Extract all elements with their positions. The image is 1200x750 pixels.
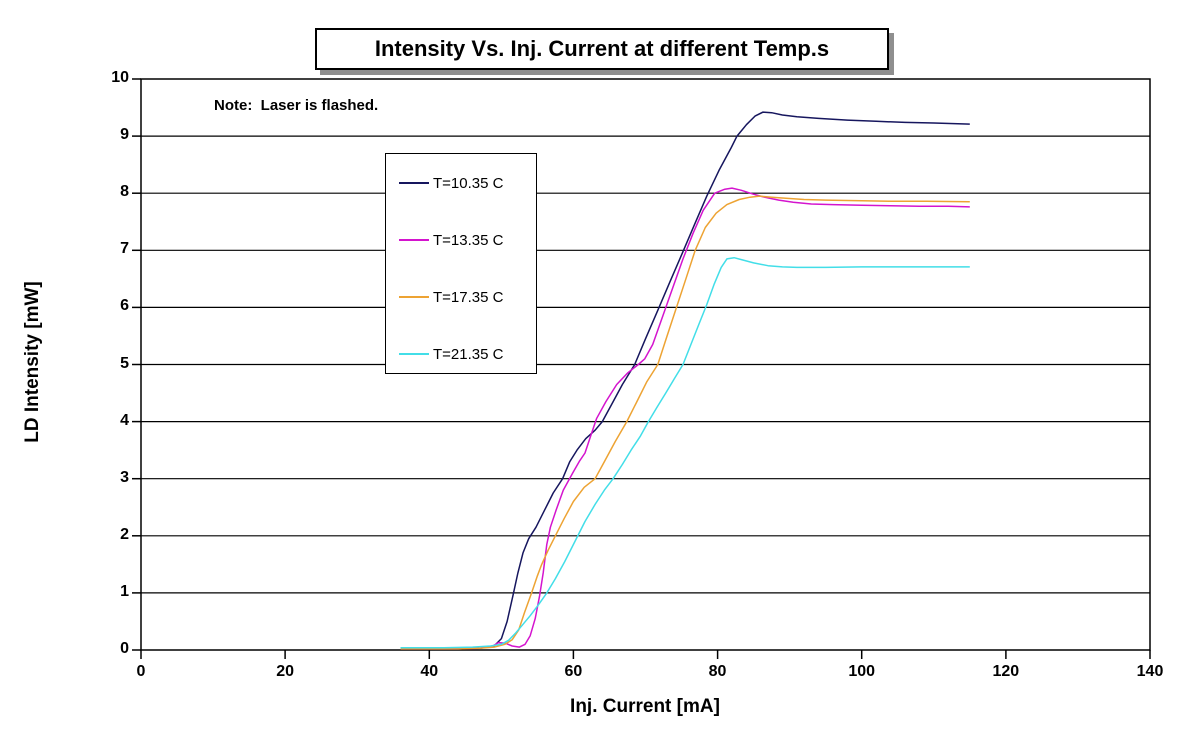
legend-entry: T=10.35 C bbox=[386, 173, 536, 193]
legend-label: T=17.35 C bbox=[433, 288, 504, 306]
plot-area bbox=[132, 78, 1151, 659]
x-tick-label: 120 bbox=[992, 663, 1020, 680]
x-tick-label: 80 bbox=[708, 663, 727, 680]
series-line-t-10-35-c bbox=[400, 111, 970, 650]
legend: T=10.35 C T=13.35 C T=17.35 C T=21.35 C bbox=[385, 153, 537, 374]
y-tick-label: 2 bbox=[120, 525, 129, 543]
legend-label: T=13.35 C bbox=[433, 231, 504, 249]
chart-title: Intensity Vs. Inj. Current at different … bbox=[374, 36, 830, 61]
legend-line-sample bbox=[399, 353, 429, 355]
y-tick-label: 10 bbox=[111, 69, 129, 86]
y-tick-label: 4 bbox=[120, 411, 129, 429]
x-tick-label: 100 bbox=[848, 663, 876, 680]
y-tick-label: 9 bbox=[120, 126, 129, 144]
y-tick-label: 5 bbox=[120, 354, 129, 372]
series-line-t-17-35-c bbox=[400, 195, 970, 650]
x-tick-label: 20 bbox=[276, 663, 295, 680]
legend-entry: T=17.35 C bbox=[386, 287, 536, 307]
y-axis-title: LD Intensity [mW] bbox=[22, 281, 43, 443]
legend-line-sample bbox=[399, 239, 429, 241]
legend-entry: T=21.35 C bbox=[386, 344, 536, 364]
chart-title-box: Intensity Vs. Inj. Current at different … bbox=[315, 28, 889, 70]
y-tick-label: 6 bbox=[120, 297, 129, 315]
chart-note: Note: Laser is flashed. bbox=[214, 97, 379, 114]
legend-label: T=21.35 C bbox=[433, 345, 504, 363]
x-tick-label: 40 bbox=[420, 663, 439, 680]
x-tick-label: 60 bbox=[564, 663, 583, 680]
series-line-t-13-35-c bbox=[400, 187, 970, 650]
legend-entry: T=13.35 C bbox=[386, 230, 536, 250]
legend-line-sample bbox=[399, 296, 429, 298]
series-line-t-21-35-c bbox=[400, 256, 970, 649]
x-tick-label: 140 bbox=[1136, 663, 1164, 680]
y-tick-label: 7 bbox=[120, 240, 129, 258]
legend-line-sample bbox=[399, 182, 429, 184]
y-tick-label: 0 bbox=[120, 640, 129, 657]
x-tick-label: 0 bbox=[136, 663, 146, 680]
y-tick-label: 3 bbox=[120, 468, 129, 486]
y-tick-label: 8 bbox=[120, 183, 129, 201]
y-tick-label: 1 bbox=[120, 582, 129, 600]
legend-label: T=10.35 C bbox=[433, 174, 504, 192]
x-axis-title: Inj. Current [mA] bbox=[570, 696, 720, 717]
